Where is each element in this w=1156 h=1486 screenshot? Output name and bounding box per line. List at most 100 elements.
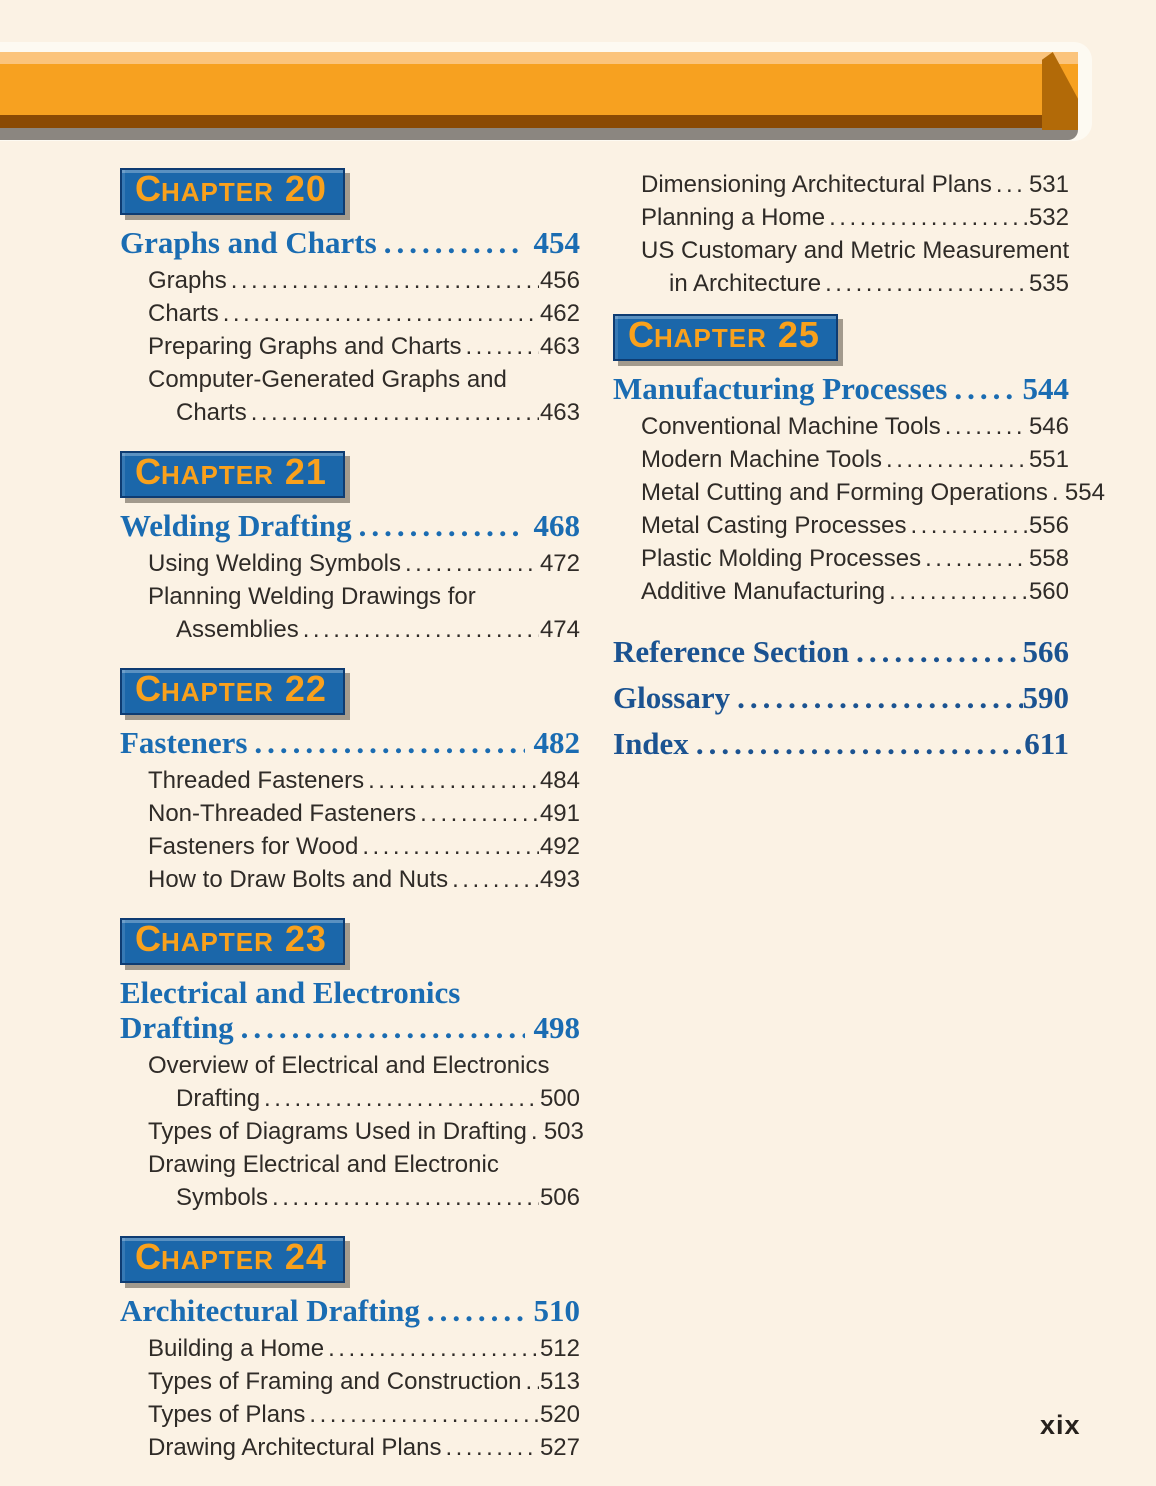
dot-leader [254, 725, 524, 760]
entry-page: 558 [1028, 545, 1069, 572]
entry-page: 463 [539, 399, 580, 426]
entry-text: Types of Plans [148, 1401, 306, 1428]
entry-line: Planning a Home 532 [613, 201, 1069, 234]
dot-leader [264, 1082, 539, 1115]
entry-page: 513 [539, 1368, 580, 1395]
entry-page: 532 [1028, 204, 1069, 231]
chapter-title-line: Manufacturing Processes 544 [613, 371, 1069, 406]
entry-line: Types of Plans 520 [120, 1398, 580, 1431]
toc-entry: Plastic Molding Processes 558 [613, 542, 1069, 575]
entry-text: Types of Diagrams Used in Drafting [148, 1118, 527, 1145]
chapter-title-line: Fasteners 482 [120, 725, 580, 760]
entry-text: Charts [176, 399, 247, 426]
back-matter-title: Glossary 590 [613, 676, 1069, 719]
entry-text: Fasteners [120, 725, 248, 760]
chapter-badge-word: HAPTER [654, 323, 767, 353]
entry-text: Drafting [120, 1010, 234, 1045]
dot-leader [272, 1181, 539, 1214]
chapter-badge: C HAPTER 22 [120, 668, 345, 715]
entry-line: Modern Machine Tools 551 [613, 443, 1069, 476]
chapter-badge-initial: C [135, 918, 161, 959]
entry-line: Additive Manufacturing 560 [613, 575, 1069, 608]
entry-text: Planning a Home [641, 204, 826, 231]
entry-page: 554 [1064, 479, 1105, 506]
entry-page: 500 [539, 1085, 580, 1112]
chapter-entries: Conventional Machine Tools 546 Modern Mach… [613, 410, 1105, 608]
toc-entry: US Customary and Metric Measurement in Ar… [613, 234, 1069, 300]
toc-entry: Types of Diagrams Used in Drafting 503 [120, 1115, 584, 1148]
entry-text: in Architecture [669, 270, 822, 297]
entry-page: 474 [539, 616, 580, 643]
entry-page: 506 [539, 1184, 580, 1211]
dot-leader [737, 676, 1022, 719]
toc-entry: Modern Machine Tools 551 [613, 443, 1069, 476]
entry-page: 560 [1028, 578, 1069, 605]
toc-entry: Computer-Generated Graphs and Charts 463 [120, 363, 580, 429]
dot-leader [954, 371, 1013, 406]
chapter-entries: Building a Home 512 Types of Framing and C… [120, 1332, 580, 1464]
dot-leader [945, 410, 1028, 443]
entry-line: Dimensioning Architectural Plans 531 [613, 168, 1069, 201]
entry-page: 546 [1028, 413, 1069, 440]
top-banner [0, 42, 1092, 141]
entry-text: Assemblies [176, 616, 299, 643]
entry-text: Charts [148, 300, 219, 327]
entry-page: 468 [533, 508, 581, 543]
chapter-badge-row: C HAPTER 22 [120, 668, 580, 715]
entry-text: Drawing Architectural Plans [148, 1434, 442, 1461]
entry-page: 463 [539, 333, 580, 360]
entry-text-line2: Symbols 506 [120, 1181, 580, 1214]
chapter-badge-initial: C [135, 451, 161, 492]
chapter-badge-word: HAPTER [161, 927, 274, 957]
entry-line: Using Welding Symbols 472 [120, 547, 580, 580]
toc-column-right: Dimensioning Architectural Plans 531 Plann… [613, 168, 1105, 765]
toc-entry: Drawing Architectural Plans 527 [120, 1431, 580, 1464]
entry-line: Graphs 456 [120, 264, 580, 297]
toc-entry: Threaded Fasteners 484 [120, 764, 580, 797]
entry-text-line1: Planning Welding Drawings for [148, 583, 476, 610]
chapter-badge-initial: C [135, 168, 161, 209]
toc-entry: Preparing Graphs and Charts 463 [120, 330, 580, 363]
entry-text: Modern Machine Tools [641, 446, 883, 473]
dot-leader [241, 1010, 525, 1045]
toc-entry: Metal Cutting and Forming Operations 554 [613, 476, 1105, 509]
entry-line: Metal Cutting and Forming Operations 554 [613, 476, 1105, 509]
entry-text: Symbols [176, 1184, 269, 1211]
entry-page: 510 [533, 1293, 581, 1328]
chapter-badge: C HAPTER 25 [613, 314, 838, 361]
dot-leader [427, 1293, 525, 1328]
dot-leader [829, 201, 1028, 234]
dot-leader [696, 722, 1024, 765]
entry-page: 456 [539, 267, 580, 294]
entry-page: 462 [539, 300, 580, 327]
entry-line: Fasteners for Wood 492 [120, 830, 580, 863]
chapter-badge-row: C HAPTER 21 [120, 451, 580, 498]
dot-leader [466, 330, 539, 363]
chapter-badge-word: HAPTER [161, 460, 274, 490]
entry-text: Conventional Machine Tools [641, 413, 941, 440]
entry-text-line1: US Customary and Metric Measurement [641, 237, 1070, 264]
continued-entries: Dimensioning Architectural Plans 531 Plann… [613, 168, 1069, 300]
entry-page: 492 [539, 833, 580, 860]
dot-leader [405, 547, 539, 580]
entry-page: 611 [1024, 726, 1069, 761]
chapter-title-line: Welding Drafting 468 [120, 508, 580, 543]
toc-entry: Types of Plans 520 [120, 1398, 580, 1431]
back-matter-title: Reference Section 566 [613, 630, 1069, 673]
entry-page: 590 [1022, 680, 1070, 715]
chapter-badge-number: 23 [284, 918, 327, 959]
chapter-badge-initial: C [135, 1236, 161, 1277]
chapter-badge-number: 20 [284, 168, 327, 209]
entry-text: Metal Casting Processes [641, 512, 907, 539]
chapter-badge-row: C HAPTER 20 [120, 168, 580, 215]
toc-entry: Planning Welding Drawings for Assemblies 4… [120, 580, 580, 646]
dot-leader [1052, 476, 1064, 509]
page-number: xix [1040, 1410, 1081, 1440]
dot-leader [910, 509, 1028, 542]
entry-page: 551 [1028, 446, 1069, 473]
entry-page: 454 [533, 225, 581, 260]
